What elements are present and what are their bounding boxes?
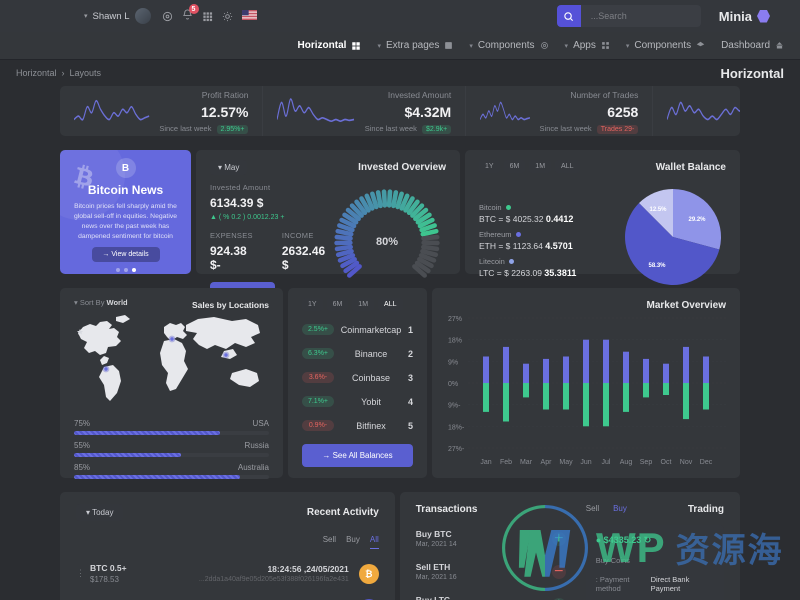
- svg-text:Feb: Feb: [500, 459, 512, 466]
- svg-text:9%-: 9%-: [448, 403, 461, 410]
- svg-text:18%-: 18%-: [448, 424, 465, 431]
- svg-text:58.3%: 58.3%: [648, 263, 666, 269]
- svg-text:May: May: [559, 459, 573, 466]
- svg-text:Aug: Aug: [620, 459, 633, 466]
- svg-text:Oct: Oct: [661, 459, 672, 466]
- svg-text:Nov: Nov: [680, 459, 693, 466]
- svg-text:0%: 0%: [448, 381, 458, 388]
- svg-text:12.5%: 12.5%: [649, 207, 667, 213]
- svg-text:29.2%: 29.2%: [688, 217, 706, 223]
- svg-text:Jan: Jan: [480, 459, 491, 466]
- svg-text:Jun: Jun: [580, 459, 591, 466]
- svg-text:Jul: Jul: [602, 459, 611, 466]
- svg-text:Mar: Mar: [520, 459, 533, 466]
- svg-text:Apr: Apr: [541, 459, 553, 466]
- svg-text:Dec: Dec: [700, 459, 713, 466]
- svg-text:27%: 27%: [448, 316, 462, 323]
- svg-text:9%: 9%: [448, 359, 458, 366]
- svg-text:Sep: Sep: [640, 459, 653, 466]
- svg-text:27%-: 27%-: [448, 446, 465, 453]
- svg-text:18%: 18%: [448, 338, 462, 345]
